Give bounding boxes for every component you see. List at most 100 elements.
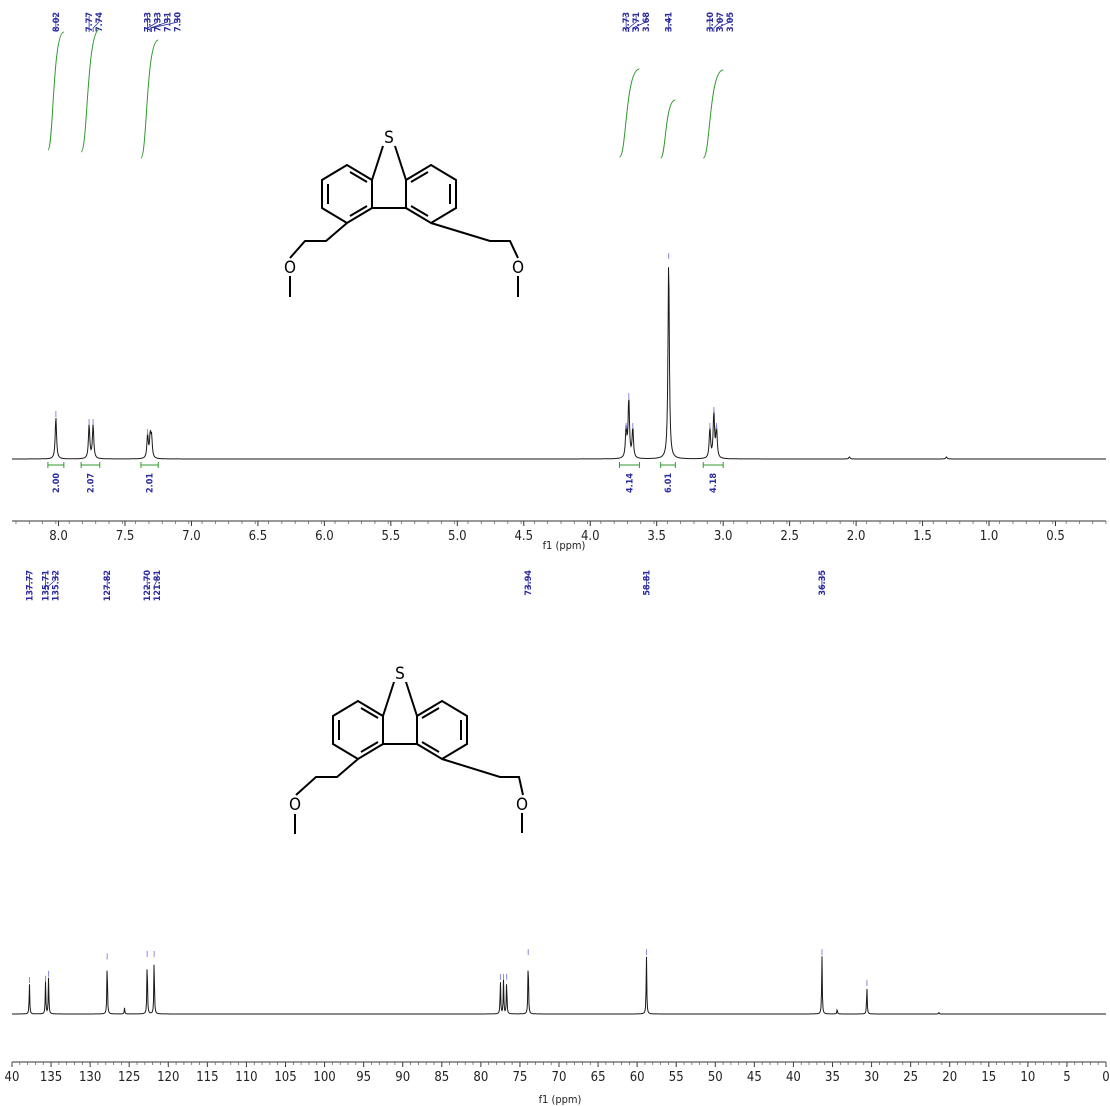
tick-label: 30 bbox=[864, 1070, 879, 1085]
sulfur-atom-label-bottom: S bbox=[395, 664, 405, 684]
tick-label: 45 bbox=[747, 1070, 762, 1085]
tick-label: 0.5 bbox=[1046, 529, 1065, 544]
tick-label: 6.0 bbox=[315, 529, 334, 544]
tick-label: 60 bbox=[630, 1070, 645, 1085]
peak-shift-label: 7.74 bbox=[95, 12, 105, 32]
sulfur-atom-label-top: S bbox=[384, 128, 394, 148]
oxygen-atom-label-top-left: O bbox=[284, 258, 296, 278]
tick-label: 4.5 bbox=[514, 529, 533, 544]
peak-shift-label: 58.81 bbox=[642, 570, 652, 596]
tick-label: 70 bbox=[552, 1070, 567, 1085]
peak-shift-label: 7.33 bbox=[154, 12, 164, 32]
peak-shift-label: 137.77 bbox=[25, 570, 35, 601]
molecule-structure-bottom bbox=[294, 681, 524, 834]
tick-label: 8.0 bbox=[49, 529, 68, 544]
c13-x-axis: 40 135 130 125 120 115 110 105 100 95 90 85 80 75 70 65… bbox=[5, 1061, 1110, 1085]
h1-integral-curves bbox=[47, 28, 724, 159]
tick-label: 50 bbox=[708, 1070, 723, 1085]
c13-spectrum-panel: 137.77 135.71 135.32 127.82 122.70 121.81 73.9… bbox=[5, 570, 1110, 1106]
integral-value-label: 2.00 bbox=[52, 473, 62, 493]
tick-label: 130 bbox=[79, 1070, 101, 1085]
peak-shift-label: 3.05 bbox=[726, 12, 736, 32]
peak-shift-label: 3.71 bbox=[632, 12, 642, 32]
tick-label: 1.0 bbox=[980, 529, 999, 544]
oxygen-atom-label-bottom-left: O bbox=[289, 795, 301, 815]
peak-label-connector bbox=[153, 574, 158, 590]
tick-label: 115 bbox=[196, 1070, 218, 1085]
peak-shift-label: 135.71 bbox=[42, 570, 52, 602]
tick-label: 75 bbox=[512, 1070, 527, 1085]
c13-peak-labels: 137.77 135.71 135.32 127.82 122.70 121.81 73.9… bbox=[25, 570, 828, 602]
integral-bracket bbox=[140, 462, 159, 468]
integral-bracket bbox=[80, 462, 101, 468]
integral-bracket bbox=[660, 462, 676, 468]
h1-integral-region-markers: 2.00 2.07 2.01 4.14 6.01 4.18 bbox=[47, 462, 724, 493]
peak-shift-label: 36.35 bbox=[818, 570, 828, 596]
peak-shift-label: 7.77 bbox=[85, 12, 95, 32]
integral-curve bbox=[140, 39, 159, 159]
peak-label-connector bbox=[151, 16, 178, 32]
integral-bracket bbox=[618, 462, 640, 468]
peak-label-connector bbox=[92, 16, 100, 32]
peak-label-connector bbox=[147, 16, 158, 32]
tick-label: 105 bbox=[274, 1070, 296, 1085]
peak-label-connector bbox=[48, 574, 56, 590]
integral-curve bbox=[619, 68, 640, 158]
tick-label: 0 bbox=[1102, 1070, 1109, 1085]
tick-label: 5 bbox=[1063, 1070, 1070, 1085]
h1-spectrum-trace bbox=[12, 267, 1106, 460]
h1-spectrum-panel: 8.02 7.77 7.74 7.33 7.33 7.31 7.30 3.73 3.71 3.68… bbox=[12, 12, 1107, 552]
integral-bracket bbox=[702, 462, 724, 468]
tick-label: 7.0 bbox=[182, 529, 201, 544]
integral-value-label: 2.07 bbox=[86, 473, 96, 493]
tick-label: 85 bbox=[434, 1070, 449, 1085]
tick-label: 55 bbox=[669, 1070, 684, 1085]
tick-label: 5.5 bbox=[382, 529, 401, 544]
peak-shift-label: 73.94 bbox=[524, 570, 534, 596]
tick-label: 135 bbox=[40, 1070, 62, 1085]
c13-x-axis-title: f1 (ppm) bbox=[539, 1093, 582, 1106]
peak-shift-label: 8.02 bbox=[52, 12, 62, 32]
peak-shift-label: 3.68 bbox=[642, 12, 652, 32]
integral-curve bbox=[660, 99, 676, 159]
tick-label: 6.5 bbox=[249, 529, 268, 544]
oxygen-atom-label-bottom-right: O bbox=[516, 795, 528, 815]
oxygen-atom-label-top-right: O bbox=[512, 258, 524, 278]
tick-label: 110 bbox=[235, 1070, 257, 1085]
tick-label: 95 bbox=[356, 1070, 371, 1085]
peak-label-connector bbox=[149, 16, 168, 32]
integral-value-label: 4.18 bbox=[709, 473, 719, 493]
tick-label: 120 bbox=[157, 1070, 179, 1085]
tick-label: 2.0 bbox=[847, 529, 866, 544]
tick-label: 1.5 bbox=[913, 529, 932, 544]
peak-shift-label: 3.07 bbox=[716, 12, 726, 32]
peak-shift-label: 3.73 bbox=[622, 12, 632, 32]
tick-label: 90 bbox=[395, 1070, 410, 1085]
peak-shift-label: 121.81 bbox=[153, 570, 163, 602]
tick-label: 25 bbox=[903, 1070, 918, 1085]
peak-shift-label: 127.82 bbox=[103, 570, 113, 601]
tick-label: 80 bbox=[473, 1070, 488, 1085]
peak-label-connector bbox=[713, 16, 721, 32]
peak-label-connector bbox=[628, 16, 637, 32]
integral-value-label: 4.14 bbox=[625, 473, 635, 493]
integral-curve bbox=[702, 69, 724, 159]
tick-label: 40 bbox=[786, 1070, 801, 1085]
peak-shift-label: 3.10 bbox=[706, 12, 716, 32]
tick-label: 65 bbox=[591, 1070, 606, 1085]
integral-curve bbox=[80, 28, 101, 153]
molecule-structure-top bbox=[289, 145, 519, 297]
c13-spectrum-trace bbox=[12, 956, 1106, 1015]
peak-label-connector bbox=[632, 16, 647, 32]
peak-shift-label: 7.30 bbox=[174, 12, 184, 32]
tick-label: 40 bbox=[5, 1070, 20, 1085]
h1-x-axis-title: f1 (ppm) bbox=[543, 539, 586, 552]
peak-shift-label: 122.70 bbox=[143, 570, 153, 602]
integral-value-label: 6.01 bbox=[664, 473, 674, 493]
c13-peak-top-markers bbox=[28, 949, 868, 987]
peak-label-connector bbox=[716, 16, 731, 32]
peak-shift-label: 135.32 bbox=[52, 570, 62, 601]
tick-label: 35 bbox=[825, 1070, 840, 1085]
peak-shift-label: 7.33 bbox=[144, 12, 154, 32]
